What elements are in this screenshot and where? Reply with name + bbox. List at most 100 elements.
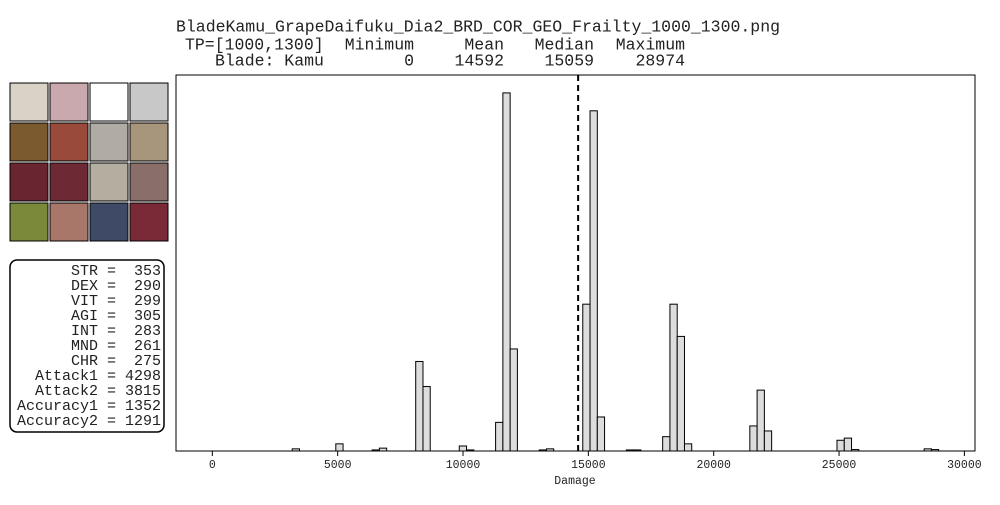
stat-value: 1291 — [125, 413, 161, 430]
summary-value: 28974 — [635, 51, 685, 70]
stat-label: Attack2 — [35, 383, 98, 400]
x-tick-label: 30000 — [947, 459, 982, 472]
x-tick-label: 15000 — [571, 459, 606, 472]
summary-column: Median — [535, 35, 594, 54]
icon — [9, 122, 49, 162]
stat-label: AGI — [71, 308, 98, 325]
bar — [371, 449, 380, 452]
stat-label: DEX — [71, 278, 98, 295]
stat-value: 261 — [134, 338, 161, 355]
bar — [683, 443, 693, 452]
chart-title: BladeKamu_GrapeDaifuku_Dia2_BRD_COR_GEO_… — [176, 17, 780, 36]
icon — [9, 202, 49, 242]
bar — [378, 447, 388, 452]
icon — [89, 202, 129, 242]
stat-value: 305 — [134, 308, 161, 325]
stat-value: 275 — [134, 353, 161, 370]
icon — [89, 162, 129, 202]
x-tick-label: 20000 — [696, 459, 731, 472]
bar — [422, 386, 431, 452]
stat-value: 283 — [134, 323, 161, 340]
stat-separator: = — [107, 308, 116, 325]
icon — [89, 122, 129, 162]
bar — [415, 360, 424, 452]
icon — [89, 82, 129, 122]
bar — [589, 110, 598, 452]
stat-value: 1352 — [125, 398, 161, 415]
icon — [129, 82, 169, 122]
stat-label: STR — [71, 263, 98, 280]
icon — [129, 202, 169, 242]
icon — [49, 122, 89, 162]
summary-column: Mean — [464, 35, 504, 54]
bar — [676, 335, 685, 452]
stat-value: 290 — [134, 278, 161, 295]
bar — [495, 421, 504, 452]
x-axis-label: Damage — [554, 475, 596, 488]
stat-value: 299 — [134, 293, 161, 310]
stat-label: Attack1 — [35, 368, 98, 385]
icon — [129, 162, 169, 202]
stat-separator: = — [107, 413, 116, 430]
bar — [836, 439, 845, 452]
x-tick-label: 25000 — [822, 459, 857, 472]
summary-value: 15059 — [544, 51, 594, 70]
bar — [756, 389, 765, 452]
stat-separator: = — [107, 383, 116, 400]
summary-column: Minimum — [345, 35, 414, 54]
x-tick-label: 10000 — [446, 459, 481, 472]
stat-separator: = — [107, 278, 116, 295]
summary-value: 14592 — [454, 51, 504, 70]
bar — [335, 443, 344, 452]
x-tick-label: 0 — [209, 459, 216, 472]
x-tick-label: 5000 — [324, 459, 352, 472]
icon — [129, 122, 169, 162]
stat-separator: = — [107, 338, 116, 355]
icon — [49, 202, 89, 242]
bar — [466, 449, 475, 452]
stat-label: Accuracy1 — [17, 398, 98, 415]
summary-row-label: TP=[1000,1300] — [185, 35, 324, 54]
bar — [582, 303, 591, 452]
bar — [749, 425, 758, 452]
bar — [458, 445, 468, 452]
bar — [625, 449, 635, 452]
bar — [538, 449, 547, 452]
icons — [9, 82, 169, 242]
summary-row-label: Blade: Kamu — [215, 51, 324, 70]
stat-value: 353 — [134, 263, 161, 280]
stat-separator: = — [107, 293, 116, 310]
bar — [923, 448, 932, 452]
stats-box — [9, 259, 165, 433]
stat-separator: = — [107, 368, 116, 385]
stat-value: 4298 — [125, 368, 161, 385]
bar — [509, 348, 518, 452]
stat-label: INT — [71, 323, 98, 340]
bar — [930, 449, 940, 452]
plot-frame — [175, 74, 976, 452]
bar — [669, 303, 678, 452]
bar — [633, 449, 642, 452]
stat-label: VIT — [71, 293, 98, 310]
stat-value: 3815 — [125, 383, 161, 400]
stat-separator: = — [107, 323, 116, 340]
stat-label: CHR — [71, 353, 98, 370]
stat-separator: = — [107, 398, 116, 415]
summary-column: Maximum — [616, 35, 685, 54]
bar — [763, 430, 773, 452]
summary-value: 0 — [404, 51, 414, 70]
stat-separator: = — [107, 263, 116, 280]
icon — [49, 82, 89, 122]
bar — [291, 448, 300, 452]
bar — [843, 437, 853, 452]
icon — [9, 162, 49, 202]
icon — [49, 162, 89, 202]
stat-label: Accuracy2 — [17, 413, 98, 430]
bar — [596, 416, 606, 452]
stat-separator: = — [107, 353, 116, 370]
bar — [502, 92, 511, 452]
bar — [545, 448, 555, 452]
icon — [9, 82, 49, 122]
bar — [851, 449, 860, 452]
